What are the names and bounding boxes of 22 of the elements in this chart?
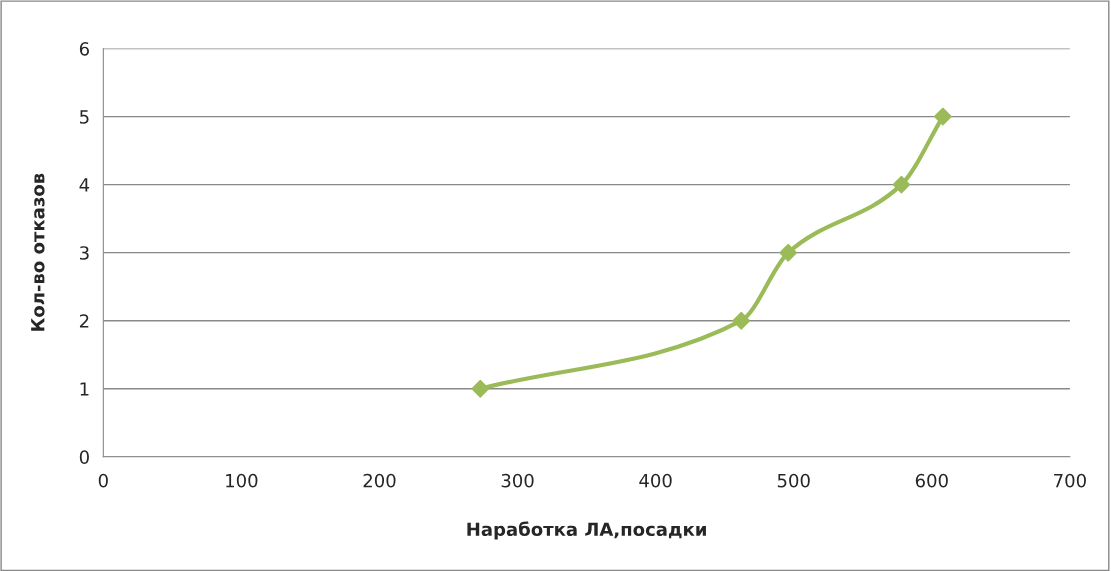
y-tick-label: 5 — [80, 110, 89, 124]
y-tick-label: 1 — [80, 382, 89, 396]
point — [892, 175, 911, 194]
point — [779, 243, 798, 262]
point — [471, 379, 490, 398]
x-tick-label: 500 — [777, 473, 810, 488]
y-axis-title: Кол-во отказов — [31, 173, 45, 331]
y-tick-label: 4 — [79, 178, 90, 192]
x-tick-label: 200 — [363, 473, 396, 488]
point — [933, 107, 952, 126]
x-tick-label: 700 — [1054, 473, 1086, 488]
x-tick-label: 0 — [98, 473, 108, 488]
x-tick-label: 300 — [501, 473, 534, 488]
x-tick-label: 600 — [915, 473, 948, 488]
y-tick-label: 6 — [79, 41, 89, 56]
x-tick-label: 400 — [639, 473, 672, 488]
y-tick-label: 0 — [79, 450, 89, 464]
point — [732, 311, 751, 330]
y-tick-label: 2 — [79, 314, 89, 328]
x-tick-label: 100 — [226, 473, 258, 488]
x-axis-title: Наработка ЛА,посадки — [467, 521, 706, 540]
y-tick-label: 3 — [80, 246, 89, 260]
